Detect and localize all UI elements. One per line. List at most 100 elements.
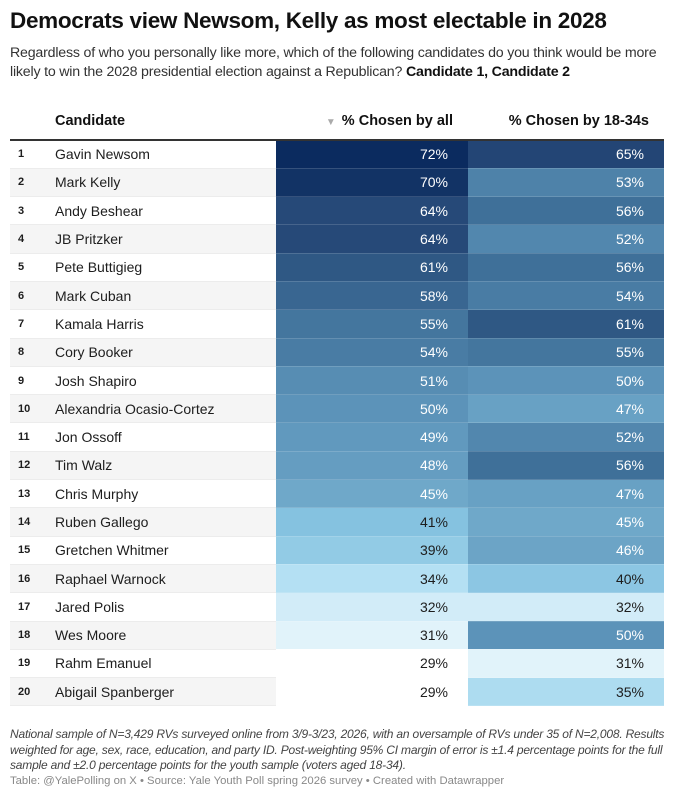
- rank-cell: 4: [10, 224, 55, 254]
- rank-cell: 14: [10, 507, 55, 537]
- rank-cell: 15: [10, 536, 55, 565]
- candidate-cell: Josh Shapiro: [55, 366, 276, 396]
- table-row: 4 JB Pritzker 64% 52%: [10, 224, 664, 254]
- rank-header: [10, 102, 55, 141]
- rank-cell: 5: [10, 253, 55, 282]
- youth-value-cell: 55%: [468, 338, 664, 367]
- table-row: 10 Alexandria Ocasio-Cortez 50% 47%: [10, 394, 664, 424]
- all-value-cell: 34%: [276, 564, 468, 594]
- all-value-cell: 45%: [276, 479, 468, 509]
- all-value-cell: 50%: [276, 394, 468, 424]
- table-row: 15 Gretchen Whitmer 39% 46%: [10, 536, 664, 565]
- candidate-cell: Rahm Emanuel: [55, 649, 276, 679]
- candidate-cell: Kamala Harris: [55, 309, 276, 339]
- youth-value-cell: 52%: [468, 422, 664, 452]
- table-row: 6 Mark Cuban 58% 54%: [10, 281, 664, 311]
- candidate-cell: Mark Kelly: [55, 168, 276, 198]
- candidate-cell: Raphael Warnock: [55, 564, 276, 594]
- rank-cell: 10: [10, 394, 55, 424]
- youth-value-cell: 50%: [468, 621, 664, 650]
- all-value-cell: 49%: [276, 422, 468, 452]
- rank-cell: 1: [10, 140, 55, 169]
- youth-value-cell: 56%: [468, 451, 664, 481]
- rank-cell: 2: [10, 168, 55, 198]
- table-row: 20 Abigail Spanberger 29% 35%: [10, 677, 664, 707]
- triangle-down-icon: ▼: [325, 116, 336, 128]
- rank-cell: 3: [10, 196, 55, 226]
- rank-cell: 20: [10, 677, 55, 707]
- subtitle-text: Regardless of who you personally like mo…: [10, 45, 657, 80]
- table-row: 12 Tim Walz 48% 56%: [10, 451, 664, 481]
- rank-cell: 8: [10, 338, 55, 367]
- table-row: 2 Mark Kelly 70% 53%: [10, 168, 664, 198]
- chart-title: Democrats view Newsom, Kelly as most ele…: [10, 8, 607, 33]
- source-line: Table: @YalePolling on X • Source: Yale …: [10, 775, 505, 787]
- rank-cell: 7: [10, 309, 55, 339]
- youth-header[interactable]: % Chosen by 18-34s: [468, 102, 664, 141]
- all-header-label: % Chosen by all: [341, 112, 453, 129]
- candidate-cell: Jared Polis: [55, 592, 276, 622]
- candidate-cell: Tim Walz: [55, 451, 276, 481]
- all-value-cell: 72%: [276, 140, 468, 169]
- table-row: 14 Ruben Gallego 41% 45%: [10, 507, 664, 537]
- table-row: 13 Chris Murphy 45% 47%: [10, 479, 664, 509]
- candidate-cell: Cory Booker: [55, 338, 276, 367]
- table-row: 16 Raphael Warnock 34% 40%: [10, 564, 664, 594]
- table-row: 8 Cory Booker 54% 55%: [10, 338, 664, 367]
- notes: National sample of N=3,429 RVs surveyed …: [10, 727, 665, 772]
- candidate-cell: Alexandria Ocasio-Cortez: [55, 394, 276, 424]
- youth-value-cell: 54%: [468, 281, 664, 311]
- chart-subtitle: Regardless of who you personally like mo…: [10, 44, 670, 82]
- youth-value-cell: 31%: [468, 649, 664, 679]
- all-value-cell: 51%: [276, 366, 468, 396]
- all-value-cell: 31%: [276, 621, 468, 650]
- youth-value-cell: 50%: [468, 366, 664, 396]
- all-value-cell: 58%: [276, 281, 468, 311]
- youth-value-cell: 61%: [468, 309, 664, 339]
- all-value-cell: 48%: [276, 451, 468, 481]
- youth-value-cell: 32%: [468, 592, 664, 622]
- rank-cell: 13: [10, 479, 55, 509]
- rank-cell: 18: [10, 621, 55, 650]
- youth-value-cell: 47%: [468, 394, 664, 424]
- rank-cell: 19: [10, 649, 55, 679]
- youth-value-cell: 56%: [468, 253, 664, 282]
- all-value-cell: 54%: [276, 338, 468, 367]
- youth-value-cell: 52%: [468, 224, 664, 254]
- rank-cell: 9: [10, 366, 55, 396]
- youth-value-cell: 35%: [468, 677, 664, 707]
- all-value-cell: 64%: [276, 196, 468, 226]
- candidate-cell: Wes Moore: [55, 621, 276, 650]
- candidate-header[interactable]: Candidate: [55, 102, 276, 141]
- all-value-cell: 29%: [276, 677, 468, 707]
- all-value-cell: 32%: [276, 592, 468, 622]
- all-value-cell: 70%: [276, 168, 468, 198]
- table-row: 3 Andy Beshear 64% 56%: [10, 196, 664, 226]
- table-row: 11 Jon Ossoff 49% 52%: [10, 422, 664, 452]
- candidate-cell: Abigail Spanberger: [55, 677, 276, 707]
- youth-value-cell: 56%: [468, 196, 664, 226]
- candidate-cell: Jon Ossoff: [55, 422, 276, 452]
- table-row: 5 Pete Buttigieg 61% 56%: [10, 253, 664, 282]
- candidate-cell: Pete Buttigieg: [55, 253, 276, 282]
- youth-value-cell: 65%: [468, 140, 664, 169]
- candidate-cell: Andy Beshear: [55, 196, 276, 226]
- rank-cell: 16: [10, 564, 55, 594]
- rank-cell: 6: [10, 281, 55, 311]
- all-value-cell: 55%: [276, 309, 468, 339]
- all-value-cell: 61%: [276, 253, 468, 282]
- table-row: 18 Wes Moore 31% 50%: [10, 621, 664, 650]
- table-row: 9 Josh Shapiro 51% 50%: [10, 366, 664, 396]
- table-header: Candidate ▼ % Chosen by all % Chosen by 1…: [10, 102, 664, 141]
- table-row: 17 Jared Polis 32% 32%: [10, 592, 664, 622]
- rank-cell: 11: [10, 422, 55, 452]
- candidate-cell: JB Pritzker: [55, 224, 276, 254]
- subtitle-bold: Candidate 1, Candidate 2: [405, 64, 570, 80]
- all-value-cell: 29%: [276, 649, 468, 679]
- all-value-cell: 41%: [276, 507, 468, 537]
- results-table: Candidate ▼ % Chosen by all % Chosen by 1…: [10, 102, 664, 707]
- candidate-cell: Ruben Gallego: [55, 507, 276, 537]
- youth-value-cell: 46%: [468, 536, 664, 565]
- all-header[interactable]: ▼ % Chosen by all: [276, 102, 468, 141]
- youth-value-cell: 40%: [468, 564, 664, 594]
